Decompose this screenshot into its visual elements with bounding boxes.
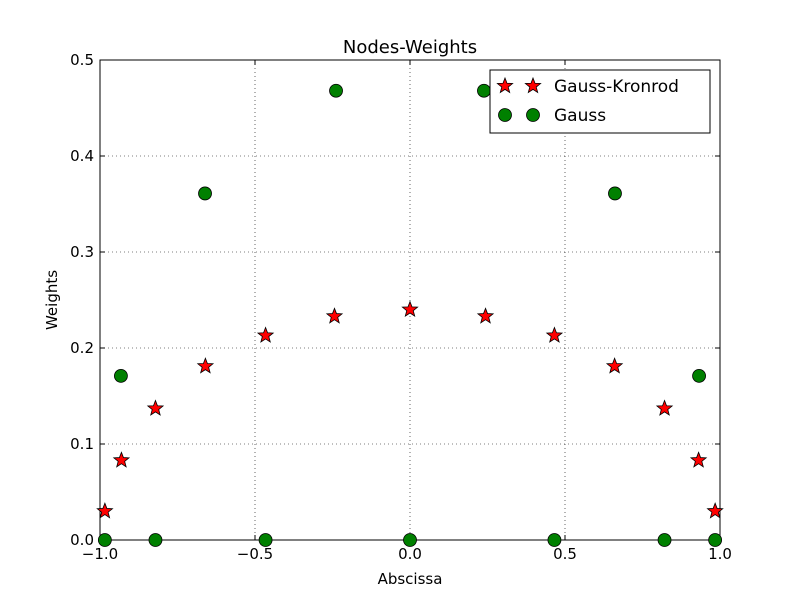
legend-gauss-kronrod-point [496,76,514,94]
x-axis-label: Abscissa [378,570,443,588]
gauss-point [403,533,417,547]
y-tick-label: 0.3 [70,243,94,261]
gauss-point [258,533,273,547]
gauss-kronrod-point [401,300,419,317]
legend-gauss-point [526,108,540,122]
gauss-point [657,533,672,547]
legend-gauss-marker [498,108,540,122]
gauss-kronrod-point [655,399,674,416]
legend-box [489,69,711,134]
gauss-kronrod-point [96,502,114,519]
x-tick-label: −1.0 [82,545,118,563]
x-tick-label: 0.0 [398,545,422,563]
gauss-kronrod-point [146,399,165,416]
grid-lines [100,60,720,540]
gauss-kronrod-point [689,451,708,468]
y-tick-label: 0.1 [70,435,94,453]
gauss-kronrod-point [545,326,564,343]
gauss-point [114,368,128,383]
legend: Gauss-Kronrod Gauss [489,69,711,134]
gauss-point [708,533,723,547]
legend-label-gauss-kronrod: Gauss-Kronrod [554,77,679,97]
gauss-point [97,533,112,547]
legend-gauss-kronrod-marker [496,76,542,94]
gauss-kronrod-point [605,357,624,374]
chart-title: Nodes-Weights [343,37,477,58]
x-tick-label: 0.5 [553,545,577,563]
y-tick-label: 0.5 [70,51,94,69]
gauss-kronrod-point [112,451,131,468]
gauss-point [547,533,562,547]
gauss-point [608,186,622,201]
gauss-kronrod-point [256,326,275,343]
y-tick-label: 0.0 [70,531,94,549]
gauss-kronrod-point [196,357,215,374]
gauss-point [329,83,343,98]
gauss-point [198,186,212,201]
gauss-point [692,368,706,383]
x-tick-label: −0.5 [237,545,273,563]
legend-gauss-kronrod-point [524,76,542,94]
gauss-kronrod-point [325,307,344,324]
data-points [96,83,724,547]
legend-label-gauss: Gauss [554,106,606,126]
gauss-kronrod-point [706,502,724,519]
gauss-kronrod-point [476,307,495,324]
y-tick-label: 0.4 [70,147,94,165]
axis-ticks: −1.0 −0.5 0.0 0.5 1.0 0.0 0.1 0.2 0.3 0.4 0.5 [70,51,732,563]
legend-gauss-point [498,108,512,122]
y-axis-label: Weights [43,270,61,330]
x-tick-label: 1.0 [708,545,732,563]
y-tick-label: 0.2 [70,339,94,357]
gauss-point [477,83,491,98]
gauss-point [148,533,163,547]
